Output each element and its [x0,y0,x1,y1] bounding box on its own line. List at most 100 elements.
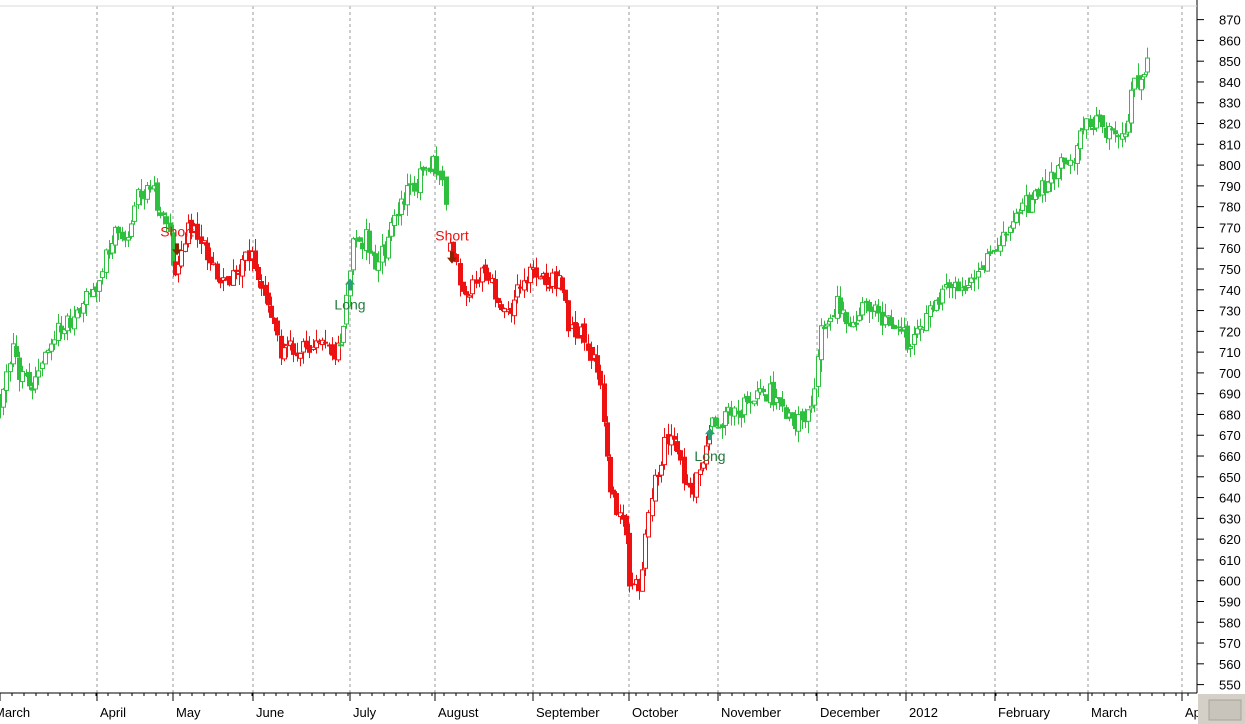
candle-body [650,498,655,517]
candle-body [624,515,629,536]
candle-body [704,445,709,465]
candle-body [155,182,160,211]
candle-body [418,168,423,194]
candle-body [307,345,312,353]
candle-body [467,295,472,298]
candle-body [739,413,744,418]
y-tick-label-720: 720 [1219,324,1241,339]
candle-body [522,280,527,291]
y-tick-label-800: 800 [1219,158,1241,173]
annotation-arrow-3 [705,428,715,441]
candle-body [908,346,913,349]
candle-body [253,250,258,269]
candle-body [1036,188,1041,197]
candle-body [844,312,849,325]
candle-body [771,381,776,406]
candle-body [81,302,86,314]
candle-body [515,284,520,298]
candle-body [1107,125,1112,140]
candle-body [1094,115,1099,129]
candle-body [344,294,349,325]
candle-body [905,325,910,350]
candle-body [186,222,191,245]
candle-body [266,292,271,306]
candle-body [780,398,785,407]
y-tick-label-680: 680 [1219,407,1241,422]
candle-body [72,316,77,330]
candle-body [52,339,57,345]
candle-body [231,270,236,286]
candle-body [493,278,498,300]
candle-body [669,435,674,446]
candle-body [1139,78,1144,91]
candle-body [424,168,429,171]
candle-body [589,346,594,361]
candle-body [716,426,721,429]
candle-body [595,355,600,373]
candle-body [62,329,67,335]
candle-body [314,340,319,349]
y-tick-label-650: 650 [1219,470,1241,485]
y-tick-label-670: 670 [1219,428,1241,443]
candle-body [976,271,981,278]
candle-body [924,313,929,332]
candle-body [630,583,635,586]
candle-body [386,236,391,259]
candle-body [256,266,261,281]
candle-body [1014,212,1019,223]
candle-body [732,407,737,417]
candle-body [928,305,933,317]
candle-body [176,263,181,275]
candle-body [748,401,753,404]
candle-body [560,277,565,291]
y-tick-label-710: 710 [1219,345,1241,360]
candle-body [17,357,22,380]
candle-body [682,456,687,484]
candle-body [698,469,703,476]
y-tick-label-550: 550 [1219,678,1241,693]
candle-body [1091,128,1096,131]
candle-body [755,390,760,400]
candle-body [360,242,365,250]
candle-body [161,212,166,216]
candle-body [518,286,523,289]
candle-body [956,281,961,292]
y-tick-label-660: 660 [1219,449,1241,464]
x-tick-label-5: August [438,705,479,720]
candle-body [643,533,648,569]
candle-body [412,182,417,192]
candle-body [49,343,54,352]
y-tick-label-590: 590 [1219,594,1241,609]
x-tick-label-12: March [1091,705,1127,720]
candle-body [129,223,134,237]
candle-body [113,226,118,246]
candle-body [800,411,805,421]
candle-body [20,371,25,383]
candle-body [1078,130,1083,150]
candle-body [483,264,488,274]
candle-body [1052,172,1057,180]
candle-body [1084,118,1089,131]
candle-body [528,266,533,284]
candle-body [370,251,375,254]
candle-body [8,363,13,373]
candle-body [351,238,356,271]
candle-body [205,242,210,261]
candle-body [298,352,303,359]
y-tick-label-740: 740 [1219,283,1241,298]
candle-body [605,422,610,457]
candle-body [1046,181,1051,193]
candle-body [440,170,445,181]
annotation-arrow-0 [172,243,182,256]
candle-body [408,183,413,186]
candle-body [582,323,587,343]
candle-body [336,342,341,361]
candle-body [1,388,6,408]
candle-body [40,362,45,370]
candle-body [796,413,801,432]
candle-body [752,400,757,405]
candle-body [598,370,603,386]
y-tick-label-770: 770 [1219,220,1241,235]
candle-body [269,305,274,318]
candle-body [688,482,693,488]
